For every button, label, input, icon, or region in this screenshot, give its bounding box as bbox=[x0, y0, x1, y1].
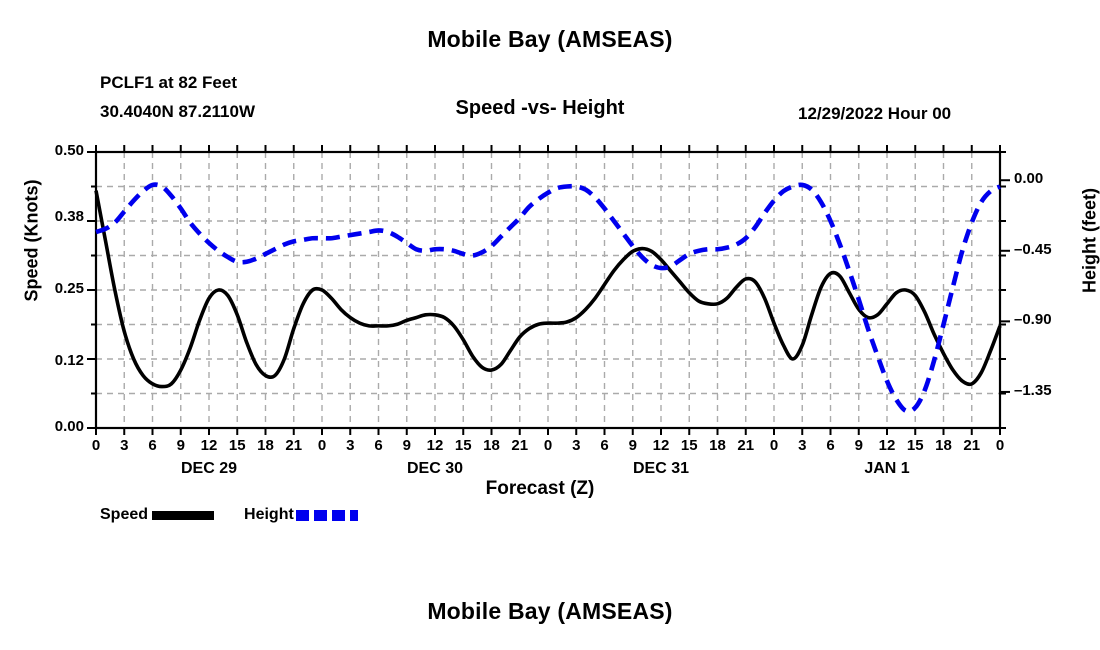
x-axis-tick-label: 9 bbox=[176, 437, 185, 454]
y-axis-right-tick-label: –0.45 bbox=[1014, 240, 1052, 258]
y-axis-left-tick-label: 0.38 bbox=[54, 208, 84, 226]
x-axis-tick-label: 21 bbox=[285, 437, 303, 454]
x-axis-tick-label: 3 bbox=[572, 437, 581, 454]
x-axis-tick-label: 21 bbox=[511, 437, 529, 454]
x-axis-tick-label: 18 bbox=[709, 437, 726, 454]
x-axis-tick-label: 6 bbox=[826, 437, 835, 454]
y-axis-left-tick-label: 0.12 bbox=[54, 351, 84, 369]
x-axis-day-label: DEC 31 bbox=[632, 460, 690, 477]
x-axis-tick-label: 0 bbox=[543, 437, 553, 454]
x-axis-tick-label: 6 bbox=[148, 437, 157, 454]
x-axis-tick-label: 12 bbox=[200, 437, 218, 454]
x-axis-tick-label: 3 bbox=[798, 437, 807, 454]
x-axis-tick-label: 9 bbox=[402, 437, 411, 454]
x-axis-tick-label: 9 bbox=[854, 437, 863, 454]
series-line-height bbox=[95, 182, 1002, 414]
x-axis-tick-label: 12 bbox=[652, 437, 670, 454]
x-axis-tick-label: 15 bbox=[228, 437, 246, 454]
x-axis-tick-label: 0 bbox=[995, 437, 1005, 454]
y-axis-left-tick-label: 0.00 bbox=[54, 418, 84, 435]
x-axis-tick-label: 0 bbox=[769, 437, 779, 454]
station-coordinates-label: 30.4040N 87.2110W bbox=[100, 102, 256, 121]
x-axis-tick-label: 18 bbox=[935, 437, 952, 454]
x-axis-tick-label: 12 bbox=[878, 437, 896, 454]
x-axis-tick-label: 21 bbox=[963, 437, 981, 454]
x-axis-day-label: DEC 30 bbox=[406, 460, 464, 477]
y-axis-right-tick-label: 0.00 bbox=[1014, 170, 1044, 188]
x-axis-day-label: DEC 29 bbox=[180, 460, 238, 477]
x-axis-tick-label: 21 bbox=[737, 437, 755, 454]
model-run-label: 12/29/2022 Hour 00 bbox=[798, 104, 952, 123]
footer-title: Mobile Bay (AMSEAS) bbox=[427, 598, 673, 624]
x-axis-title: Forecast (Z) bbox=[485, 478, 595, 499]
page-title: Mobile Bay (AMSEAS) bbox=[427, 26, 673, 52]
y-axis-right-tick-label: –1.35 bbox=[1014, 381, 1052, 399]
station-name-label: PCLF1 at 82 Feet bbox=[100, 73, 237, 92]
legend-swatch-speed-icon bbox=[152, 510, 215, 520]
x-axis-tick-label: 3 bbox=[346, 437, 355, 454]
y-axis-right-tick-label: –0.90 bbox=[1014, 311, 1052, 329]
legend-swatch-height-icon bbox=[295, 509, 358, 521]
chart-subtitle: Speed -vs- Height bbox=[455, 97, 625, 119]
x-axis-tick-label: 15 bbox=[680, 437, 698, 454]
x-axis-tick-label: 0 bbox=[317, 437, 327, 454]
data-series bbox=[94, 182, 1002, 414]
x-axis-tick-label: 6 bbox=[600, 437, 609, 454]
axis-ticks bbox=[87, 145, 1010, 435]
x-axis-tick-label: 9 bbox=[628, 437, 637, 454]
x-axis-tick-label: 6 bbox=[374, 437, 383, 454]
x-axis-tick-label: 15 bbox=[454, 437, 472, 454]
y-axis-left-tick-label: 0.50 bbox=[54, 142, 84, 159]
x-axis-tick-label: 18 bbox=[483, 437, 500, 454]
legend-label-height: Height bbox=[244, 506, 294, 523]
x-axis-tick-label: 0 bbox=[91, 437, 101, 454]
y-axis-left-tick-label: 0.25 bbox=[54, 280, 84, 297]
x-axis-tick-label: 12 bbox=[426, 437, 444, 454]
x-axis-tick-label: 18 bbox=[257, 437, 274, 454]
x-axis-tick-label: 3 bbox=[120, 437, 129, 454]
x-axis-day-label: JAN 1 bbox=[864, 460, 910, 477]
series-line-speed bbox=[94, 190, 1002, 389]
x-axis-tick-label: 15 bbox=[906, 437, 924, 454]
chart-legend: Speed Height bbox=[100, 506, 358, 524]
legend-label-speed: Speed bbox=[100, 506, 149, 523]
